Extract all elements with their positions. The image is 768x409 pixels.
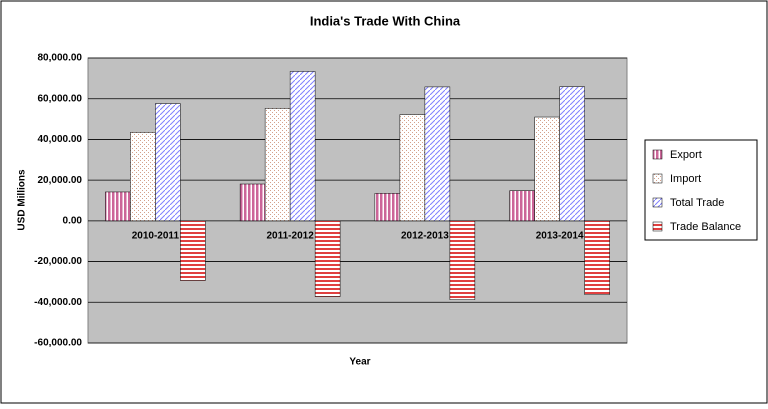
bar <box>424 86 451 222</box>
bar <box>314 220 341 297</box>
bar <box>130 132 156 222</box>
y-tick-label: -20,000.00 <box>34 256 82 267</box>
legend-swatch <box>652 149 663 160</box>
bar <box>264 108 291 222</box>
bar <box>584 220 610 295</box>
bar <box>239 183 266 222</box>
legend-label: Trade Balance <box>670 221 741 233</box>
y-tick-label: -40,000.00 <box>34 297 82 308</box>
y-tick-label: 40,000.00 <box>38 134 83 145</box>
x-tick-label: 2011-2012 <box>266 230 314 241</box>
y-tick-label: 0.00 <box>63 215 83 226</box>
y-tick-label: 60,000.00 <box>38 93 83 104</box>
bar <box>559 86 585 222</box>
legend-label: Import <box>670 173 701 185</box>
legend-swatch <box>652 197 663 208</box>
chart-title: India's Trade With China <box>310 13 461 28</box>
bar <box>180 220 206 281</box>
bar <box>509 190 535 222</box>
legend-swatch <box>652 221 663 232</box>
y-tick-label: 80,000.00 <box>38 53 83 64</box>
legend-label: Total Trade <box>670 197 724 209</box>
x-axis-label: Year <box>349 357 370 368</box>
x-tick-label: 2012-2013 <box>401 230 449 241</box>
legend-swatch <box>652 173 663 184</box>
legend-label: Export <box>670 149 702 161</box>
bar <box>399 114 426 222</box>
x-tick-label: 2013-2014 <box>536 230 584 241</box>
bar <box>155 103 181 222</box>
y-axis-label: USD Millions <box>17 169 28 231</box>
legend <box>644 139 758 241</box>
bar <box>105 191 131 222</box>
bar <box>374 193 401 222</box>
bar <box>449 220 476 300</box>
bar <box>289 71 316 222</box>
x-tick-label: 2010-2011 <box>132 230 180 241</box>
y-tick-label: -60,000.00 <box>34 338 82 349</box>
bar <box>534 116 560 222</box>
y-tick-label: 20,000.00 <box>38 175 83 186</box>
